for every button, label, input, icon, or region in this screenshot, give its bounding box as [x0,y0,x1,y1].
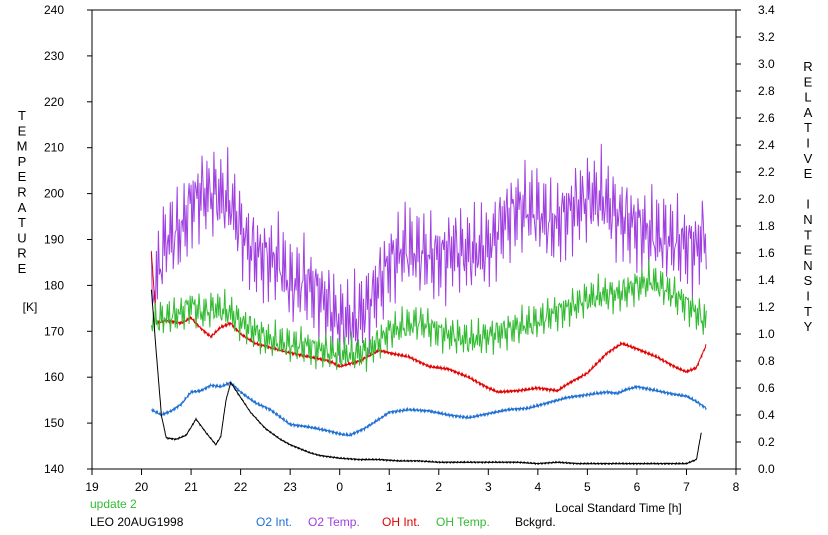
left-tick-label: 170 [44,324,64,338]
right-axis-letter: N [803,212,812,227]
legend-oh-int: OH Int. [382,515,420,529]
x-tick-label: 21 [184,480,198,494]
right-tick-label: 1.0 [758,327,775,341]
x-tick-label: 2 [435,480,442,494]
left-tick-label: 140 [44,462,64,476]
x-tick-label: 6 [634,480,641,494]
left-axis-letter: P [18,154,27,169]
legend-o2-int: O2 Int. [256,515,292,529]
right-axis-letter: S [804,273,813,288]
left-axis-letter: E [18,169,27,184]
right-tick-label: 1.2 [758,300,775,314]
right-axis-letter: T [804,304,812,319]
x-tick-label: 3 [485,480,492,494]
x-tick-label: 23 [283,480,297,494]
left-tick-label: 180 [44,278,64,292]
right-tick-label: 1.4 [758,273,775,287]
left-tick-label: 240 [44,3,64,17]
right-tick-label: 0.6 [758,381,775,395]
right-axis-letter: I [806,136,810,151]
right-tick-label: 3.4 [758,3,775,17]
right-tick-label: 2.4 [758,138,775,152]
right-axis-letter: Y [804,319,813,334]
series-line-o2-int [151,380,707,438]
legend-oh-temp: OH Temp. [436,515,490,529]
right-tick-label: 0.4 [758,408,775,422]
left-axis-letter: R [17,185,26,200]
right-tick-label: 1.8 [758,219,775,233]
right-axis-letter: N [803,258,812,273]
right-axis-letter: V [804,151,813,166]
right-axis-letter: E [804,74,813,89]
right-axis-letter: I [806,289,810,304]
series-line-bckgrd [150,289,702,466]
right-tick-label: 0.0 [758,462,775,476]
right-tick-label: 3.0 [758,57,775,71]
right-axis-letter: I [806,197,810,212]
right-axis-letter: R [803,59,812,74]
series-line-oh-int [150,252,707,395]
left-tick-label: 190 [44,233,64,247]
update-note: update 2 [90,497,137,511]
right-tick-label: 0.2 [758,435,775,449]
x-tick-label: 7 [683,480,690,494]
right-axis-letter: E [804,243,813,258]
axis-layer: 19 20 21 22 23 0 1 2 3 4 5 6 7 8140150160170180190200… [17,3,813,494]
left-axis-letter: T [18,215,26,230]
left-axis-letter: A [18,200,27,215]
x-axis-label: Local Standard Time [h] [555,501,682,515]
x-tick-label: 1 [386,480,393,494]
right-axis-letter: T [804,120,812,135]
series-layer [150,143,707,466]
left-tick-label: 230 [44,49,64,63]
right-tick-label: 2.6 [758,111,775,125]
right-tick-label: 3.2 [758,30,775,44]
left-tick-label: 200 [44,187,64,201]
left-axis-unit: [K] [23,300,38,314]
left-axis-letter: U [17,230,26,245]
left-axis-letter: E [18,123,27,138]
x-tick-label: 20 [135,480,149,494]
right-axis-letter: T [804,227,812,242]
left-axis-letter: T [18,108,26,123]
x-tick-label: 0 [336,480,343,494]
left-tick-label: 220 [44,95,64,109]
left-axis-letter: M [17,139,28,154]
left-tick-label: 160 [44,370,64,384]
right-axis-letter: L [804,90,811,105]
series-line-oh-temp [150,259,707,372]
right-tick-label: 2.0 [758,192,775,206]
x-tick-label: 22 [234,480,248,494]
x-tick-label: 8 [733,480,740,494]
series-line-o2-temp [150,143,707,363]
x-tick-label: 19 [85,480,99,494]
legend-bckgrd: Bckgrd. [515,515,556,529]
right-tick-label: 0.8 [758,354,775,368]
station-label: LEO 20AUG1998 [90,515,184,529]
left-tick-label: 150 [44,416,64,430]
right-axis-letter: A [804,105,813,120]
left-axis-letter: R [17,246,26,261]
x-tick-label: 5 [584,480,591,494]
legend-o2-temp: O2 Temp. [308,515,360,529]
x-tick-label: 4 [535,480,542,494]
right-tick-label: 2.2 [758,165,775,179]
right-tick-label: 2.8 [758,84,775,98]
right-axis-letter: E [804,166,813,181]
left-axis-letter: E [18,261,27,276]
right-tick-label: 1.6 [758,246,775,260]
left-tick-label: 210 [44,141,64,155]
